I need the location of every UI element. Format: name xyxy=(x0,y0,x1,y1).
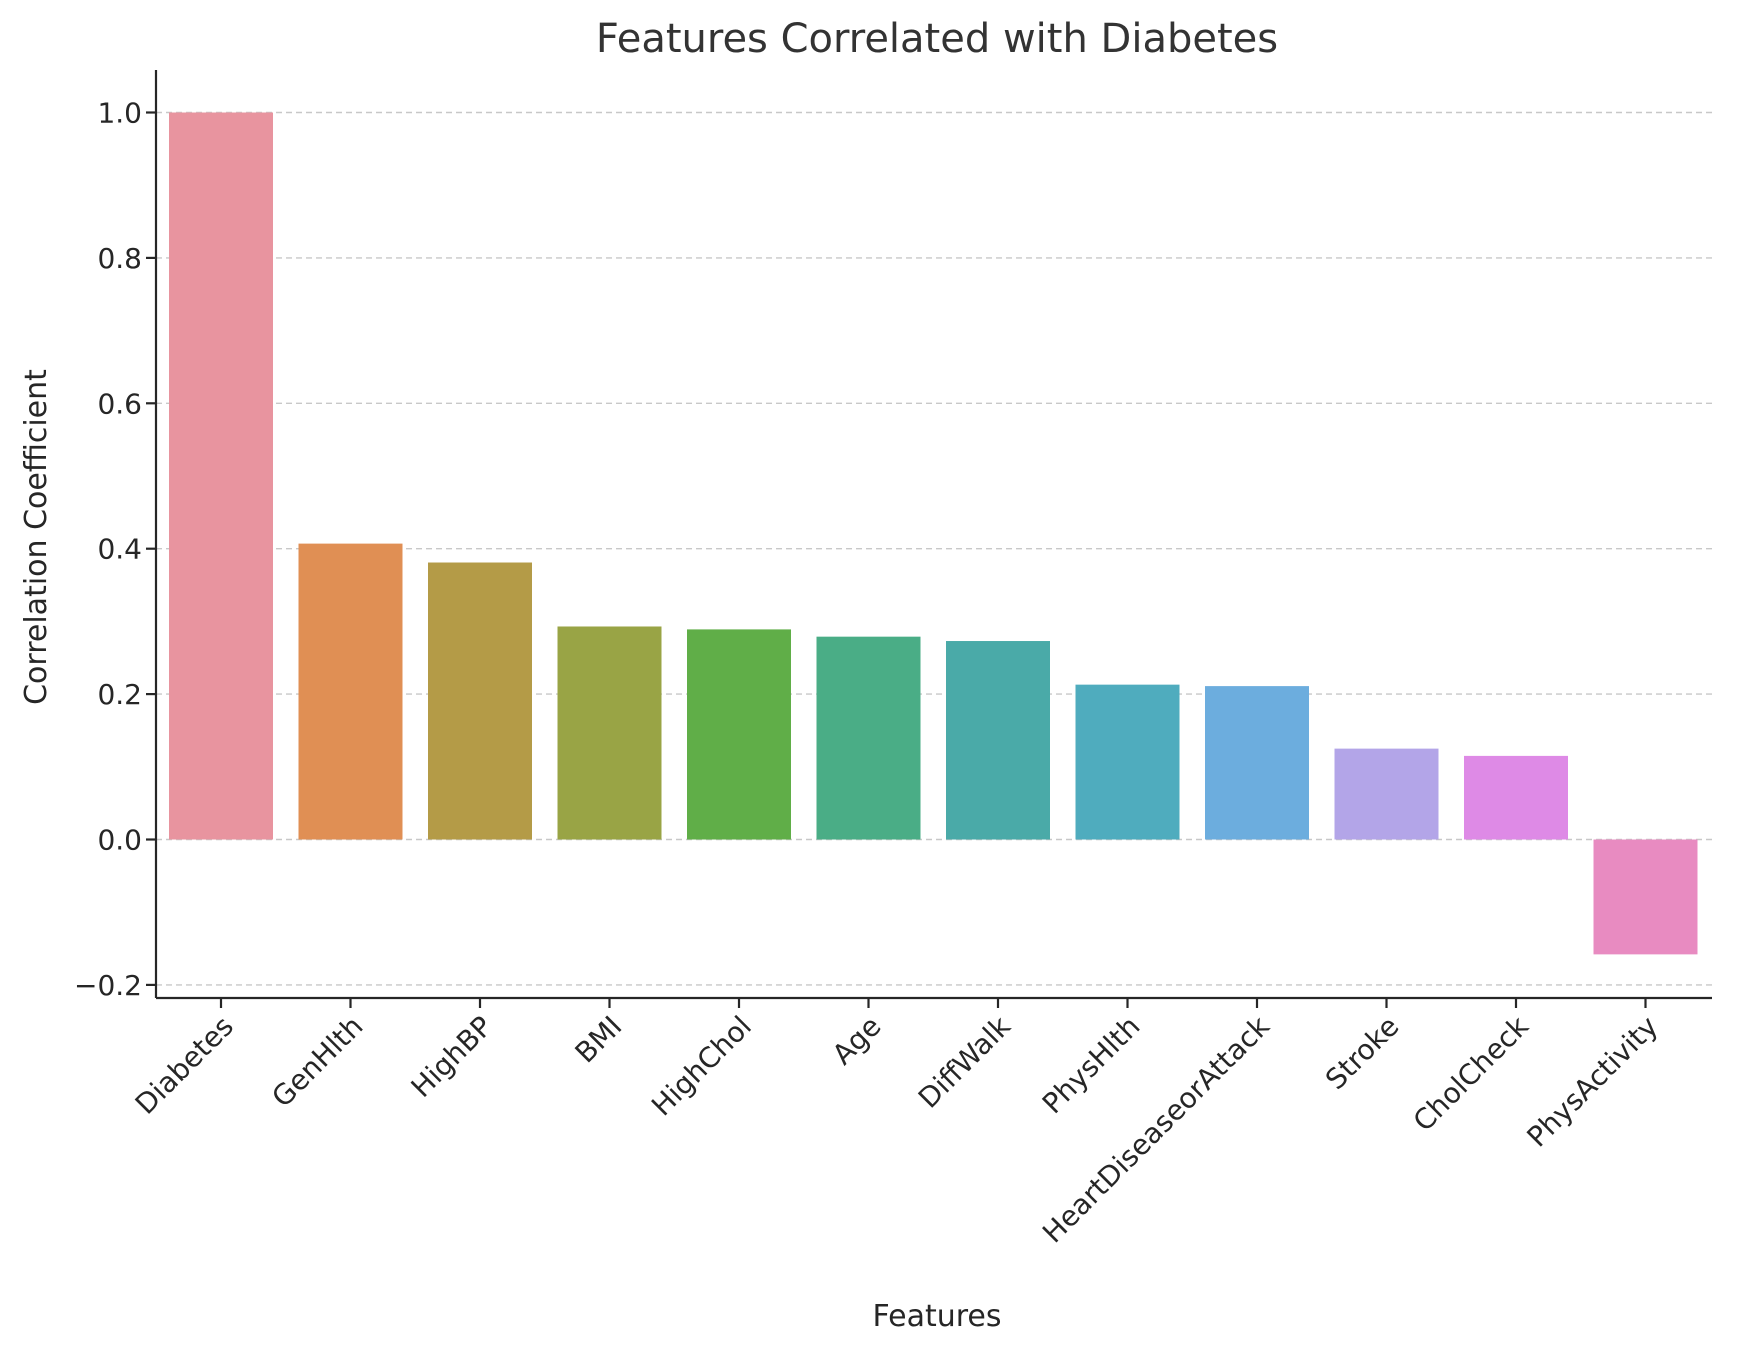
x-tick-label: Stroke xyxy=(1319,1010,1405,1096)
x-tick-label: HeartDiseaseorAttack xyxy=(1036,1009,1276,1249)
x-tick-label: Diabetes xyxy=(129,1010,240,1121)
bar-physhlth xyxy=(1075,684,1180,840)
chart-title: Features Correlated with Diabetes xyxy=(596,16,1278,62)
y-tick-label: 0.8 xyxy=(97,242,142,275)
x-tick-label: BMI xyxy=(569,1010,629,1070)
axes xyxy=(154,70,1712,1000)
bar-age xyxy=(816,636,921,840)
y-tick-label: −0.2 xyxy=(74,969,142,1002)
y-ticks: −0.2 0.0 0.2 0.4 0.6 0.8 1.0 xyxy=(74,97,156,1002)
y-tick-label: 0.2 xyxy=(97,678,142,711)
y-tick-label: 0.4 xyxy=(97,533,142,566)
x-tick-label: CholCheck xyxy=(1407,1009,1536,1138)
x-ticks: Diabetes GenHlth HighBP BMI HighChol Age DiffW… xyxy=(129,998,1665,1249)
x-tick-label: DiffWalk xyxy=(912,1009,1018,1115)
bar-highbp xyxy=(428,562,532,840)
bar-genhlth xyxy=(298,543,403,840)
bars xyxy=(169,112,1698,955)
bar-diabetes xyxy=(169,112,273,840)
y-tick-label: 0.0 xyxy=(97,824,142,857)
x-tick-label: Age xyxy=(826,1010,888,1072)
bar-stroke xyxy=(1334,748,1439,840)
y-tick-label: 1.0 xyxy=(97,97,142,130)
bar-cholcheck xyxy=(1464,755,1568,840)
y-tick-label: 0.6 xyxy=(97,387,142,420)
bar-highchol xyxy=(687,629,791,840)
bar-diffwalk xyxy=(946,641,1050,840)
bar-bmi xyxy=(557,626,662,840)
bar-physactivity xyxy=(1593,839,1698,955)
x-tick-label: PhysActivity xyxy=(1521,1010,1665,1154)
x-tick-label: GenHlth xyxy=(265,1010,369,1114)
x-axis-label: Features xyxy=(873,1299,1002,1334)
bar-heartdiseaseorattack xyxy=(1205,686,1309,840)
x-tick-label: HighBP xyxy=(405,1010,499,1104)
y-axis-label: Correlation Coefficient xyxy=(19,369,54,705)
x-tick-label: PhysHlth xyxy=(1036,1010,1147,1121)
x-tick-label: HighChol xyxy=(645,1010,758,1123)
